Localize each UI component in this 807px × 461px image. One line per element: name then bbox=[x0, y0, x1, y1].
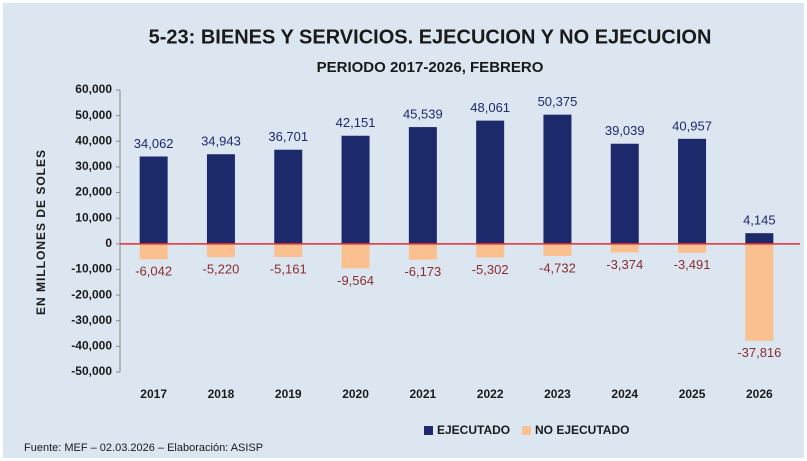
y-tick-label: 40,000 bbox=[75, 133, 112, 147]
value-label: -9,564 bbox=[337, 273, 374, 288]
y-tick-label: 30,000 bbox=[75, 159, 112, 173]
value-label: 48,061 bbox=[470, 100, 510, 115]
bar bbox=[543, 243, 572, 256]
bar bbox=[678, 138, 707, 244]
x-tick-label: 2025 bbox=[679, 387, 706, 401]
y-tick-label: -40,000 bbox=[71, 339, 112, 353]
x-tick-label: 2019 bbox=[275, 387, 302, 401]
bar bbox=[745, 233, 774, 244]
value-label: -3,374 bbox=[606, 257, 643, 272]
x-tick-label: 2020 bbox=[342, 387, 369, 401]
bar bbox=[341, 243, 370, 269]
value-label: 34,062 bbox=[134, 136, 174, 151]
chart-title: 5-23: BIENES Y SERVICIOS. EJECUCION Y NO… bbox=[149, 26, 712, 48]
x-tick-label: 2022 bbox=[477, 387, 504, 401]
x-tick-label: 2023 bbox=[544, 387, 571, 401]
value-label: -6,042 bbox=[135, 264, 172, 279]
y-tick-label: -50,000 bbox=[71, 364, 112, 378]
bar bbox=[274, 243, 303, 258]
value-label: -37,816 bbox=[737, 345, 781, 360]
x-tick-label: 2026 bbox=[746, 387, 773, 401]
y-tick-label: 10,000 bbox=[75, 210, 112, 224]
legend-swatch bbox=[522, 426, 531, 435]
bar bbox=[476, 243, 505, 258]
bar bbox=[543, 114, 572, 244]
y-tick-label: 20,000 bbox=[75, 185, 112, 199]
x-tick-label: 2017 bbox=[140, 387, 167, 401]
legend-label: EJECUTADO bbox=[437, 423, 510, 437]
value-label: -5,302 bbox=[472, 262, 509, 277]
bar bbox=[408, 243, 437, 260]
x-tick-label: 2018 bbox=[208, 387, 235, 401]
value-label: -4,732 bbox=[539, 260, 576, 275]
bar bbox=[678, 243, 707, 253]
source-note: Fuente: MEF – 02.03.2026 – Elaboración: … bbox=[24, 442, 263, 454]
value-label: 50,375 bbox=[538, 94, 578, 109]
bar bbox=[745, 243, 774, 341]
bar bbox=[476, 120, 505, 244]
y-tick-label: 50,000 bbox=[75, 108, 112, 122]
value-label: 40,957 bbox=[672, 118, 712, 133]
bar bbox=[206, 243, 235, 258]
value-label: -5,161 bbox=[270, 261, 307, 276]
legend-label: NO EJECUTADO bbox=[535, 423, 629, 437]
chart-area bbox=[3, 3, 804, 458]
value-label: 45,539 bbox=[403, 107, 443, 122]
y-tick-label: 60,000 bbox=[75, 82, 112, 96]
value-label: 36,701 bbox=[268, 129, 308, 144]
y-tick-label: 0 bbox=[105, 236, 112, 250]
bar bbox=[139, 243, 168, 260]
y-axis-label: EN MILLONES DE SOLES bbox=[34, 149, 48, 315]
value-label: -3,491 bbox=[674, 257, 711, 272]
y-tick-label: -20,000 bbox=[71, 287, 112, 301]
bar bbox=[206, 154, 235, 244]
y-tick-label: -30,000 bbox=[71, 313, 112, 327]
bar bbox=[139, 156, 168, 244]
bar bbox=[341, 135, 370, 244]
bar bbox=[274, 149, 303, 244]
bar bbox=[610, 143, 639, 244]
chart-subtitle: PERIODO 2017-2026, FEBRERO bbox=[317, 59, 544, 76]
x-tick-label: 2024 bbox=[611, 387, 638, 401]
x-tick-label: 2021 bbox=[409, 387, 436, 401]
value-label: 39,039 bbox=[605, 123, 645, 138]
bar bbox=[408, 127, 437, 244]
legend-swatch bbox=[424, 426, 433, 435]
value-label: -5,220 bbox=[203, 262, 240, 277]
y-tick-label: -10,000 bbox=[71, 262, 112, 276]
value-label: 42,151 bbox=[336, 115, 376, 130]
value-label: 34,943 bbox=[201, 134, 241, 149]
value-label: -6,173 bbox=[404, 264, 441, 279]
value-label: 4,145 bbox=[743, 213, 776, 228]
bar bbox=[610, 243, 639, 253]
